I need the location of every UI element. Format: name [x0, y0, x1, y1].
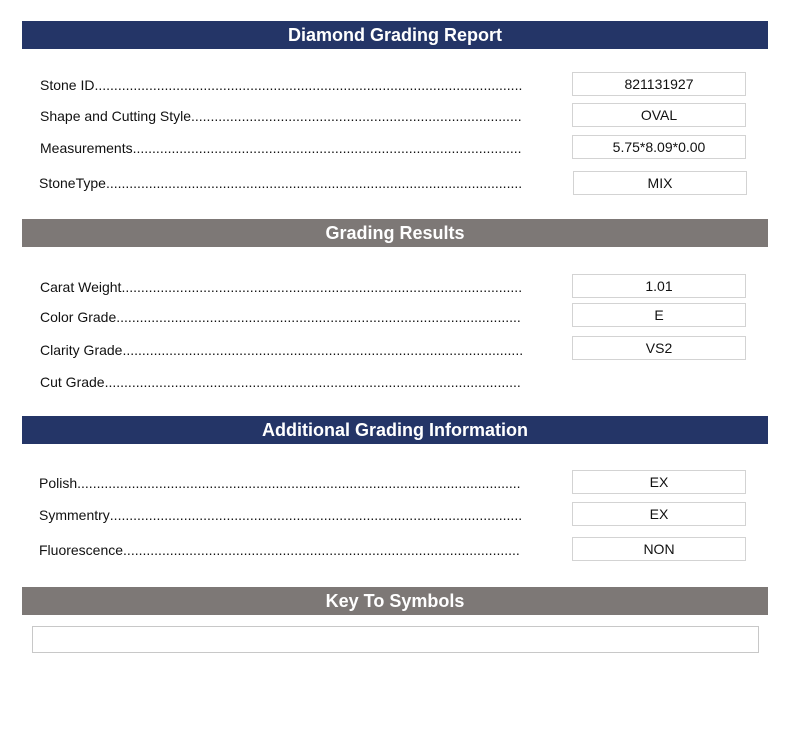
stone-id-row: Stone ID	[40, 75, 522, 95]
symmetry-label: Symmentry	[39, 507, 110, 523]
polish-label: Polish	[39, 475, 78, 491]
stone-type-value: MIX	[573, 171, 747, 195]
measurements-value: 5.75*8.09*0.00	[572, 135, 746, 159]
carat-weight-label: Carat Weight	[40, 279, 122, 295]
key-to-symbols-box	[32, 626, 759, 653]
dot-leader	[121, 277, 522, 297]
dot-leader	[191, 106, 522, 126]
fluorescence-value: NON	[572, 537, 746, 561]
polish-value: EX	[572, 470, 746, 494]
fluorescence-row: Fluorescence	[39, 540, 521, 560]
shape-row: Shape and Cutting Style	[40, 106, 522, 126]
symmetry-row: Symmentry	[39, 505, 521, 525]
stone-type-label: StoneType	[39, 175, 106, 191]
cut-grade-label: Cut Grade	[40, 374, 105, 390]
measurements-row: Measurements	[40, 138, 522, 158]
carat-weight-row: Carat Weight	[40, 277, 522, 297]
dot-leader	[133, 138, 522, 158]
shape-label: Shape and Cutting Style	[40, 108, 191, 124]
fluorescence-label: Fluorescence	[39, 542, 124, 558]
measurements-label: Measurements	[40, 140, 133, 156]
dot-leader	[105, 372, 522, 392]
key-to-symbols-header: Key To Symbols	[22, 587, 768, 615]
stone-type-row: StoneType	[39, 173, 521, 193]
diamond-grading-report-header: Diamond Grading Report	[22, 21, 768, 49]
color-grade-row: Color Grade	[40, 307, 522, 327]
dot-leader	[94, 75, 522, 95]
color-grade-label: Color Grade	[40, 309, 117, 325]
dot-leader	[77, 473, 521, 493]
cut-grade-row: Cut Grade	[40, 372, 522, 392]
dot-leader	[116, 307, 522, 327]
clarity-grade-label: Clarity Grade	[40, 342, 123, 358]
clarity-grade-row: Clarity Grade	[40, 340, 522, 360]
polish-row: Polish	[39, 473, 521, 493]
shape-value: OVAL	[572, 103, 746, 127]
clarity-grade-value: VS2	[572, 336, 746, 360]
stone-id-value: 821131927	[572, 72, 746, 96]
carat-weight-value: 1.01	[572, 274, 746, 298]
dot-leader	[106, 173, 521, 193]
grading-results-header: Grading Results	[22, 219, 768, 247]
stone-id-label: Stone ID	[40, 77, 95, 93]
color-grade-value: E	[572, 303, 746, 327]
symmetry-value: EX	[572, 502, 746, 526]
dot-leader	[110, 505, 521, 525]
dot-leader	[123, 540, 521, 560]
additional-grading-header: Additional Grading Information	[22, 416, 768, 444]
dot-leader	[122, 340, 522, 360]
